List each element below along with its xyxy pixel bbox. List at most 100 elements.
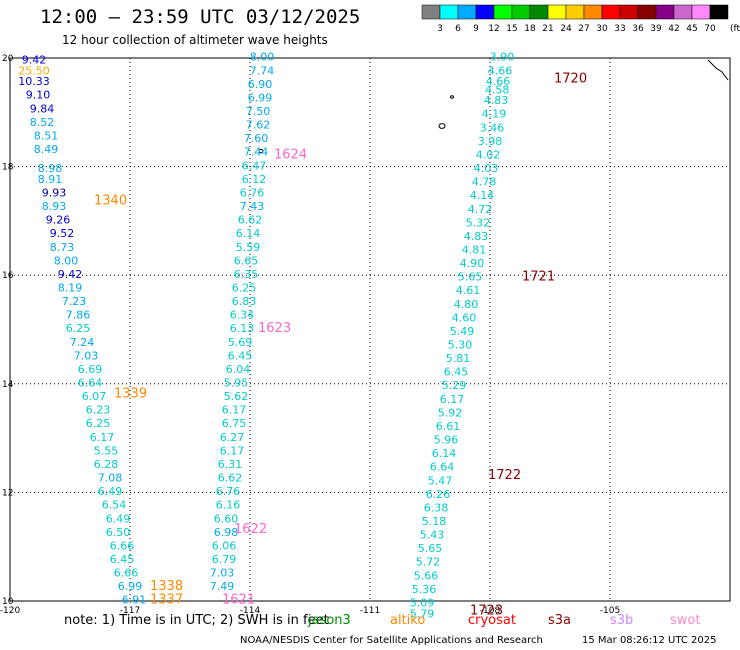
satellite-legend-item: s3b (610, 613, 634, 628)
scale-tick-label: 70 (704, 24, 716, 34)
scale-tick-label: 24 (560, 24, 572, 34)
satellite-legend-item: jason3 (308, 613, 351, 628)
lat-tick-label: 16 (2, 271, 14, 281)
swh-label: 9.42 (22, 53, 47, 66)
swh-label: 4.02 (476, 148, 501, 161)
swh-label: 6.66 (110, 539, 135, 552)
swh-label: 5.65 (458, 271, 483, 284)
swh-label: 7.62 (246, 119, 271, 132)
swh-label: 6.23 (86, 404, 111, 417)
swh-label: 5.32 (466, 216, 491, 229)
swh-label: 4.60 (452, 311, 477, 324)
swh-label: 5.96 (434, 434, 459, 447)
satellite-legend-item: cryosat (468, 613, 516, 628)
swh-label: 4.81 (462, 243, 487, 256)
swh-label: 6.13 (230, 322, 255, 335)
pass-label: 1621 (222, 593, 255, 608)
swh-label: 5.92 (438, 406, 463, 419)
scale-tick-label: 18 (524, 24, 536, 34)
swh-label: 4.80 (454, 298, 479, 311)
scale-tick-label: 21 (542, 24, 553, 34)
swh-label: 8.00 (250, 51, 275, 64)
swh-label: 7.03 (74, 349, 99, 362)
swh-label: 4.66 (486, 75, 511, 88)
swh-label: 4.03 (474, 162, 499, 175)
swh-label: 6.25 (232, 281, 257, 294)
satellite-legend-item: s3a (548, 613, 572, 628)
swh-label: 6.27 (220, 431, 245, 444)
swh-label: 25.50 (18, 64, 50, 77)
pass-label: 1624 (274, 147, 307, 162)
satellite-legend-item: swot (670, 613, 701, 628)
swh-label: 6.62 (218, 472, 243, 485)
swh-label: 4.83 (464, 230, 489, 243)
swh-label: 9.10 (26, 89, 51, 102)
swh-label: 6.45 (110, 553, 135, 566)
swh-label: 6.06 (212, 539, 237, 552)
swh-label: 6.50 (106, 526, 131, 539)
swh-label: 5.18 (422, 515, 447, 528)
swh-label: 5.43 (420, 529, 445, 542)
swh-label: 6.34 (230, 309, 255, 322)
swh-label: 6.31 (218, 458, 243, 471)
swh-label: 7.49 (210, 580, 235, 593)
swh-label: 6.61 (436, 420, 461, 433)
swh-label: 8.73 (50, 241, 75, 254)
scale-tick-label: 12 (488, 24, 499, 34)
swh-label: 6.25 (66, 322, 91, 335)
swh-label: 6.35 (234, 268, 259, 281)
scale-tick-label: 45 (686, 24, 697, 34)
swh-label: 6.76 (240, 186, 265, 199)
swh-label: 6.45 (444, 366, 469, 379)
generated-timestamp: 15 Mar 08:26:12 UTC 2025 (582, 635, 717, 646)
swh-label: 6.16 (216, 499, 241, 512)
scale-tick-label: 36 (632, 24, 644, 34)
swh-label: 9.26 (46, 214, 71, 227)
pass-label: 1338 (150, 579, 183, 594)
scale-unit-label: (ft) (730, 24, 740, 34)
swh-label: 9.93 (42, 186, 67, 199)
page-title: 12:00 – 23:59 UTC 03/12/2025 (40, 6, 361, 28)
swh-label: 7.03 (210, 567, 235, 580)
swh-label: 7.24 (70, 336, 95, 349)
swh-label: 5.47 (428, 474, 453, 487)
swh-label: 3.46 (480, 121, 505, 134)
swh-label: 7.86 (66, 309, 91, 322)
swh-label: 9.84 (30, 102, 55, 115)
swh-label: 6.91 (122, 594, 147, 607)
swh-label: 5.66 (414, 569, 439, 582)
island (258, 148, 264, 154)
lat-tick-label: 20 (2, 54, 14, 64)
swh-label: 6.38 (424, 501, 449, 514)
swh-label: 5.81 (446, 352, 471, 365)
swh-label: 6.69 (78, 363, 103, 376)
swh-label: 4.19 (482, 108, 507, 121)
scale-tick-label: 30 (596, 24, 608, 34)
lon-tick-label: -120 (0, 606, 20, 616)
lon-tick-label: -108 (480, 606, 501, 616)
credit-line: NOAA/NESDIS Center for Satellite Applica… (240, 635, 543, 646)
swh-label: 8.00 (54, 254, 79, 267)
swh-label: 5.29 (442, 379, 467, 392)
swh-label: 5.59 (236, 241, 261, 254)
scale-tick-label: 33 (614, 24, 625, 34)
pass-label: 1723 (470, 604, 503, 619)
swh-label: 6.62 (238, 214, 263, 227)
scale-swatch (709, 4, 729, 20)
swh-label: 9.52 (50, 227, 75, 240)
pass-label: 1339 (114, 386, 147, 401)
swh-label: 6.17 (220, 444, 245, 457)
swh-label: 6.64 (78, 377, 103, 390)
swh-label: 6.45 (228, 349, 253, 362)
swh-label: 7.74 (250, 64, 275, 77)
swh-label: 6.12 (242, 173, 267, 186)
swh-label: 6.28 (94, 458, 119, 471)
swh-label: 6.65 (234, 254, 259, 267)
swh-label: 7.50 (246, 105, 271, 118)
swh-label: 9.42 (58, 268, 83, 281)
swh-label: 5.55 (94, 444, 119, 457)
swh-label: 4.78 (472, 176, 497, 189)
scale-tick-label: 6 (455, 24, 461, 34)
swh-label: 4.83 (484, 94, 509, 107)
